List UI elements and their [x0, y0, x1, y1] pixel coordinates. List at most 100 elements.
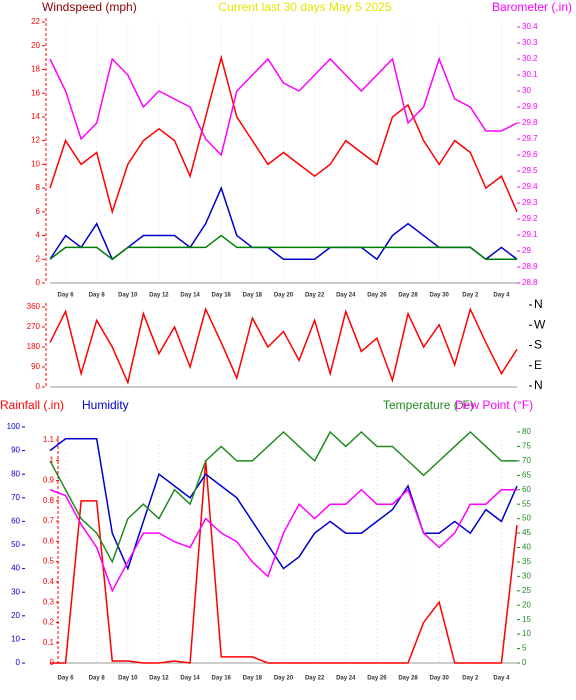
series-label: Dew Point (°F) [455, 398, 533, 412]
y-tick-label: 30.1 [522, 70, 538, 79]
x-tick-label: Day 6 [58, 293, 75, 299]
x-tick-label: Day 12 [149, 676, 169, 682]
y-tick-label: 16 [31, 88, 40, 97]
series-label: Barometer (.in) [492, 0, 572, 14]
y-tick-label: 18 [31, 65, 40, 74]
y-tick-label: 12 [31, 136, 40, 145]
y-tick-label: 90 [11, 446, 20, 455]
series-line [49, 438, 518, 571]
y-tick-label: N [534, 378, 543, 392]
y-tick-label: 15 [522, 615, 531, 624]
x-tick-label: Day 20 [274, 293, 294, 299]
x-tick-label: Day 18 [243, 293, 263, 299]
y-tick-label: 0 [522, 658, 527, 667]
x-tick-label: Day 16 [212, 676, 232, 682]
y-tick-label: 29.8 [522, 118, 538, 127]
series-label: Windspeed (mph) [42, 0, 137, 14]
y-tick-label: 30 [11, 587, 20, 596]
y-tick-label: 29.9 [522, 102, 538, 111]
y-tick-label: 360 [27, 302, 41, 311]
y-tick-label: 180 [27, 342, 41, 351]
series-line [50, 460, 518, 664]
y-tick-label: 20 [11, 611, 20, 620]
x-tick-label: Day 30 [429, 676, 449, 682]
x-tick-label: Day 8 [89, 676, 106, 682]
x-tick-label: Day 10 [118, 676, 138, 682]
y-tick-label: 14 [31, 112, 40, 121]
series-label: Humidity [82, 398, 129, 412]
x-tick-label: Day 4 [493, 293, 510, 299]
x-tick-label: Day 18 [243, 676, 263, 682]
y-tick-label: 0.5 [43, 557, 55, 566]
y-tick-label: 0.1 [43, 638, 55, 647]
x-tick-label: Day 28 [398, 293, 418, 299]
y-tick-label: 29 [522, 246, 531, 255]
x-tick-label: Day 10 [118, 293, 138, 299]
y-tick-label: 0.3 [43, 597, 55, 606]
y-tick-label: 0.6 [43, 536, 55, 545]
y-tick-label: 0.7 [43, 516, 55, 525]
x-tick-label: Day 24 [336, 676, 356, 682]
y-tick-label: 30.2 [522, 54, 538, 63]
y-tick-label: 10 [31, 159, 40, 168]
y-tick-label: 29.4 [522, 182, 538, 191]
y-tick-label: W [534, 317, 546, 331]
y-tick-label: 29.3 [522, 198, 538, 207]
y-tick-label: 30 [522, 86, 531, 95]
y-tick-label: 80 [11, 469, 20, 478]
series-line [49, 234, 517, 261]
y-tick-label: 30.3 [522, 38, 538, 47]
x-tick-label: Day 14 [180, 293, 200, 299]
x-tick-label: Day 16 [212, 293, 232, 299]
y-tick-label: 20 [522, 600, 531, 609]
series-line [49, 56, 518, 157]
chart-title: Current last 30 days May 5 2025 [218, 0, 392, 14]
y-tick-label: 28.9 [522, 262, 538, 271]
y-tick-label: 29.7 [522, 134, 538, 143]
y-tick-label: 29.5 [522, 166, 538, 175]
y-tick-label: 270 [27, 322, 41, 331]
y-tick-label: 30 [522, 571, 531, 580]
y-tick-label: 4 [36, 231, 41, 240]
series-line [49, 430, 517, 564]
x-tick-label: Day 30 [429, 293, 449, 299]
y-tick-label: 0.2 [43, 618, 55, 627]
y-tick-label: 30.4 [522, 22, 538, 31]
y-tick-label: 50 [522, 514, 531, 523]
y-tick-label: S [534, 338, 542, 352]
y-tick-label: 55 [522, 499, 531, 508]
x-tick-label: Day 2 [462, 293, 479, 299]
x-tick-label: Day 22 [305, 676, 325, 682]
y-tick-label: 20 [31, 41, 40, 50]
x-tick-label: Day 14 [180, 676, 200, 682]
y-tick-label: 10 [522, 629, 531, 638]
series-label: Temperature (°F) [383, 398, 474, 412]
series-label: Rainfall (.in) [0, 398, 64, 412]
series-line [49, 488, 517, 593]
y-tick-label: 6 [36, 207, 41, 216]
x-tick-label: Day 4 [493, 676, 510, 682]
series-line [49, 307, 518, 385]
y-tick-label: 60 [11, 517, 20, 526]
y-tick-label: 75 [522, 442, 531, 451]
x-tick-label: Day 20 [274, 676, 294, 682]
y-tick-label: 50 [11, 540, 20, 549]
y-tick-label: 29.1 [522, 230, 538, 239]
y-tick-label: 8 [36, 183, 41, 192]
x-tick-label: Day 22 [305, 293, 325, 299]
y-tick-label: E [534, 358, 542, 372]
y-tick-label: 10 [11, 635, 20, 644]
y-tick-label: 2 [36, 254, 41, 263]
y-tick-label: 25 [522, 586, 531, 595]
x-tick-label: Day 8 [89, 293, 106, 299]
y-tick-label: 29.6 [522, 150, 538, 159]
y-tick-label: 29.2 [522, 214, 538, 223]
x-tick-label: Day 12 [149, 293, 169, 299]
y-tick-label: 80 [522, 427, 531, 436]
y-tick-label: 40 [11, 564, 20, 573]
y-tick-label: 0.8 [43, 496, 55, 505]
y-tick-label: 100 [7, 422, 21, 431]
y-tick-label: 22 [31, 17, 40, 26]
